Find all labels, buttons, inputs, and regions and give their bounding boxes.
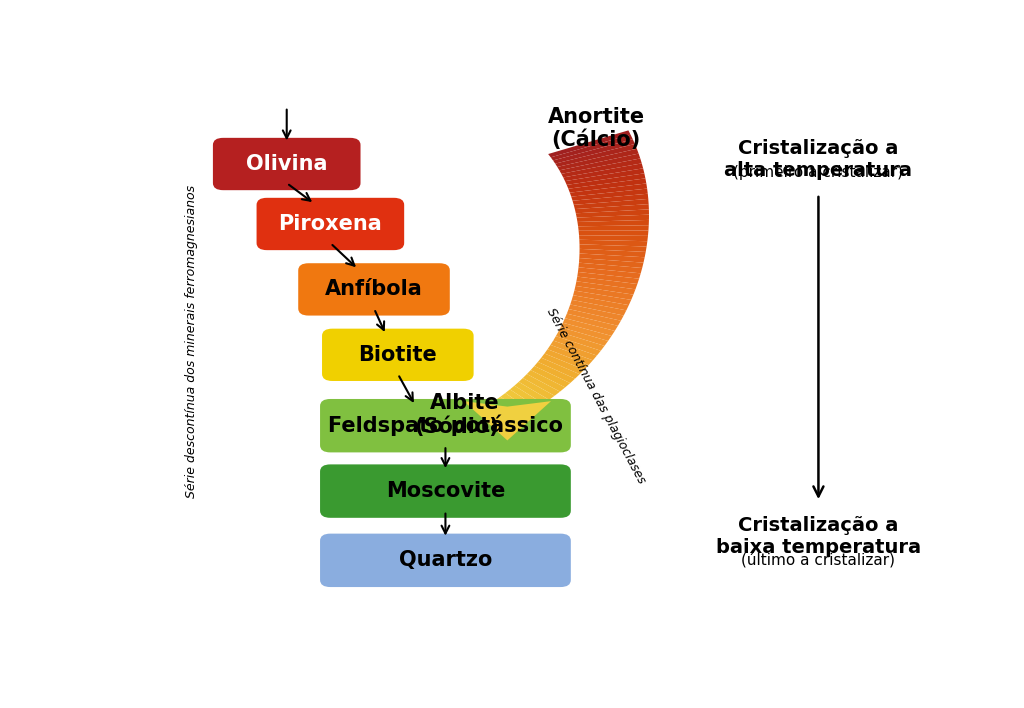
Polygon shape bbox=[566, 173, 645, 189]
Text: Série contínua das plagioclases: Série contínua das plagioclases bbox=[545, 306, 648, 486]
FancyBboxPatch shape bbox=[321, 534, 570, 587]
Polygon shape bbox=[542, 353, 585, 375]
Polygon shape bbox=[545, 349, 589, 370]
Polygon shape bbox=[575, 281, 636, 295]
Polygon shape bbox=[578, 272, 639, 284]
Polygon shape bbox=[580, 249, 646, 257]
Polygon shape bbox=[577, 215, 649, 222]
Text: Biotite: Biotite bbox=[358, 345, 437, 365]
Polygon shape bbox=[563, 318, 614, 336]
Polygon shape bbox=[573, 290, 631, 305]
Polygon shape bbox=[510, 386, 544, 408]
Polygon shape bbox=[565, 169, 644, 185]
Polygon shape bbox=[556, 332, 604, 350]
Polygon shape bbox=[464, 401, 551, 440]
Polygon shape bbox=[523, 374, 560, 396]
Polygon shape bbox=[558, 327, 608, 346]
Polygon shape bbox=[578, 220, 649, 227]
Polygon shape bbox=[580, 240, 647, 246]
Polygon shape bbox=[571, 188, 648, 201]
Polygon shape bbox=[548, 345, 593, 365]
Polygon shape bbox=[563, 164, 643, 181]
Polygon shape bbox=[496, 396, 525, 418]
Polygon shape bbox=[527, 370, 565, 392]
Polygon shape bbox=[548, 130, 631, 157]
Polygon shape bbox=[514, 382, 549, 404]
Text: Moscovite: Moscovite bbox=[386, 481, 505, 501]
Polygon shape bbox=[579, 225, 649, 231]
Polygon shape bbox=[557, 149, 639, 171]
Polygon shape bbox=[570, 300, 627, 316]
Polygon shape bbox=[551, 135, 633, 161]
Polygon shape bbox=[519, 378, 555, 400]
Polygon shape bbox=[551, 341, 597, 360]
FancyBboxPatch shape bbox=[257, 198, 404, 250]
Text: Cristalização a
baixa temperatura: Cristalização a baixa temperatura bbox=[716, 515, 921, 557]
Text: Cristalização a
alta temperatura: Cristalização a alta temperatura bbox=[724, 139, 912, 181]
Polygon shape bbox=[553, 139, 635, 164]
Polygon shape bbox=[579, 258, 643, 268]
Text: Albite
(Sódio): Albite (Sódio) bbox=[415, 393, 500, 437]
Polygon shape bbox=[501, 393, 531, 415]
Text: (primeiro a cristalizar): (primeiro a cristalizar) bbox=[733, 130, 903, 181]
Polygon shape bbox=[574, 204, 649, 213]
Polygon shape bbox=[538, 358, 580, 379]
Polygon shape bbox=[579, 235, 648, 241]
Polygon shape bbox=[579, 263, 642, 273]
Polygon shape bbox=[569, 183, 647, 197]
Text: Série descontínua dos minerais ferromagnesianos: Série descontínua dos minerais ferromagn… bbox=[185, 185, 198, 498]
Text: (último a cristalizar): (último a cristalizar) bbox=[741, 515, 895, 567]
FancyBboxPatch shape bbox=[213, 138, 360, 190]
Polygon shape bbox=[505, 389, 538, 411]
Polygon shape bbox=[535, 362, 575, 383]
FancyBboxPatch shape bbox=[298, 263, 450, 316]
Polygon shape bbox=[530, 366, 570, 387]
Polygon shape bbox=[568, 178, 646, 193]
Polygon shape bbox=[580, 253, 645, 263]
Text: Anortite
(Cálcio): Anortite (Cálcio) bbox=[548, 107, 645, 151]
Polygon shape bbox=[575, 210, 649, 217]
Text: Quartzo: Quartzo bbox=[398, 550, 493, 571]
Polygon shape bbox=[561, 159, 642, 178]
FancyBboxPatch shape bbox=[321, 399, 570, 452]
FancyBboxPatch shape bbox=[322, 329, 474, 381]
Polygon shape bbox=[579, 231, 648, 236]
Polygon shape bbox=[568, 304, 624, 321]
Text: Olivina: Olivina bbox=[246, 154, 328, 174]
Polygon shape bbox=[573, 199, 648, 209]
Polygon shape bbox=[553, 336, 601, 355]
Polygon shape bbox=[567, 309, 621, 326]
Polygon shape bbox=[572, 194, 648, 205]
Text: Piroxena: Piroxena bbox=[279, 214, 382, 234]
Text: Feldspato potássico: Feldspato potássico bbox=[328, 415, 563, 436]
Polygon shape bbox=[559, 154, 640, 174]
Polygon shape bbox=[574, 286, 634, 300]
Polygon shape bbox=[571, 295, 629, 310]
Polygon shape bbox=[577, 277, 637, 290]
Text: Anfíbola: Anfíbola bbox=[326, 280, 423, 299]
FancyBboxPatch shape bbox=[321, 464, 570, 518]
Polygon shape bbox=[565, 314, 617, 331]
Polygon shape bbox=[555, 144, 637, 167]
Polygon shape bbox=[561, 323, 611, 341]
Polygon shape bbox=[578, 268, 641, 279]
Polygon shape bbox=[580, 244, 646, 252]
